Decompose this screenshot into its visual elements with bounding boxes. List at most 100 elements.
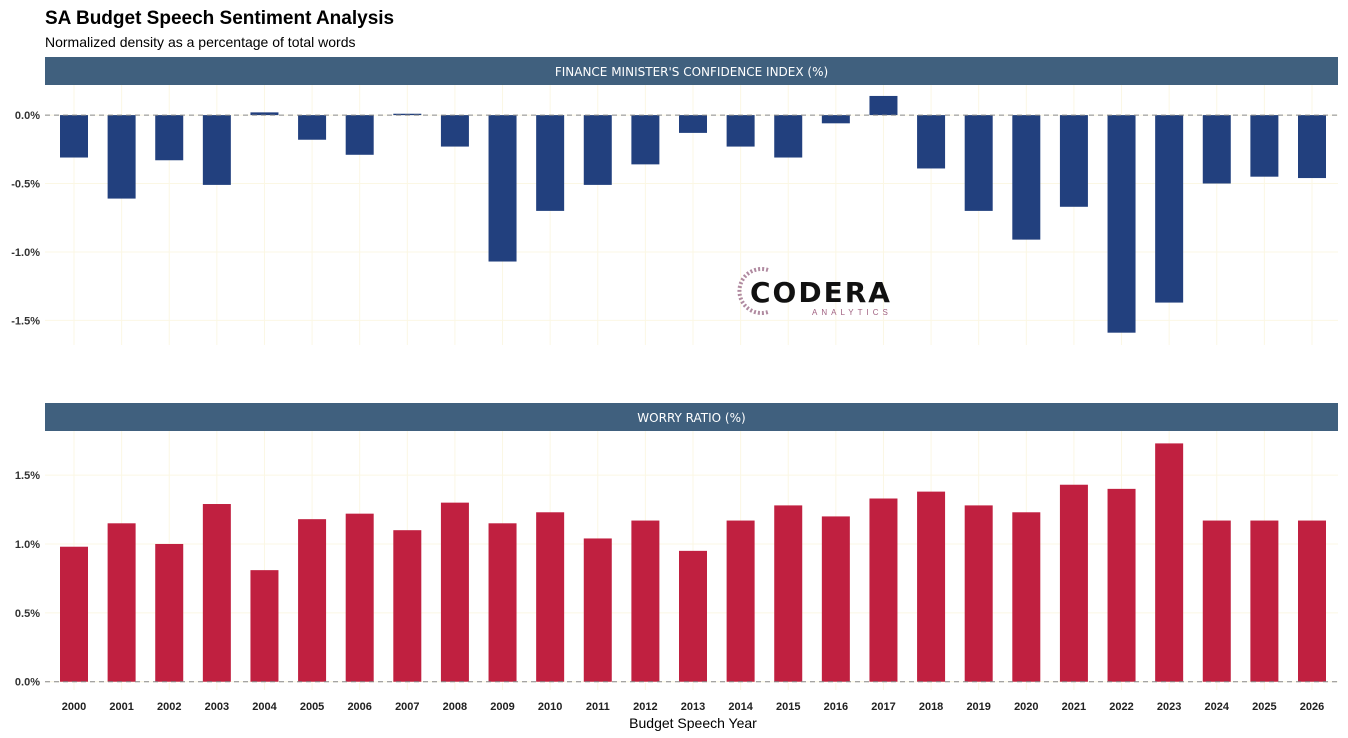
bar-2021	[1059, 115, 1088, 207]
bar-2008	[440, 115, 469, 147]
panel-strip	[45, 403, 1338, 431]
bar-2023	[1155, 115, 1184, 303]
x-tick-label: 2026	[1300, 701, 1324, 713]
bar-2023	[1155, 443, 1184, 682]
bar-2001	[107, 523, 136, 682]
panel-1: WORRY RATIO (%) 0.0% 0.5% 1.0% 1.5%	[15, 403, 1338, 690]
chart-title: SA Budget Speech Sentiment Analysis	[45, 8, 394, 29]
bar-2011	[583, 538, 612, 682]
x-tick-label: 2019	[966, 701, 990, 713]
bar-2024	[1202, 520, 1231, 682]
x-tick-label: 2013	[681, 701, 705, 713]
x-tick-label: 2025	[1252, 701, 1276, 713]
bar-2026	[1298, 115, 1326, 179]
bar-2022	[1107, 488, 1136, 682]
bar-2005	[298, 115, 327, 140]
y-tick-label: 0.0%	[15, 677, 40, 689]
bar-2026	[1298, 520, 1326, 682]
bar-2017	[869, 498, 898, 682]
x-tick-label: 2017	[871, 701, 895, 713]
x-tick-label: 2009	[490, 701, 514, 713]
x-tick-label: 2022	[1109, 701, 1133, 713]
x-tick-label: 2020	[1014, 701, 1038, 713]
x-tick-label: 2008	[443, 701, 467, 713]
bar-2021	[1059, 484, 1088, 682]
bar-2016	[821, 115, 850, 124]
codera-logo: CODERA ANALYTICS	[737, 267, 892, 317]
x-tick-label: 2014	[728, 701, 753, 713]
y-tick-label: 0.0%	[15, 110, 40, 122]
y-tick-label: -1.5%	[11, 315, 40, 327]
y-tick-label: -1.0%	[11, 247, 40, 259]
bar-2017	[869, 95, 898, 116]
y-tick-label: -0.5%	[11, 179, 40, 191]
bar-2001	[107, 115, 136, 199]
svg-text:CODERA: CODERA	[750, 276, 892, 309]
panel-0: FINANCE MINISTER'S CONFIDENCE INDEX (%) 0…	[11, 57, 1338, 345]
bar-2006	[345, 513, 374, 682]
svg-text:ANALYTICS: ANALYTICS	[812, 308, 892, 317]
bar-2022	[1107, 115, 1136, 333]
x-tick-label: 2024	[1205, 701, 1230, 713]
x-tick-label: 2000	[62, 701, 86, 713]
bar-2019	[964, 505, 993, 682]
bar-2025	[1250, 520, 1279, 682]
bar-2013	[679, 550, 707, 682]
bar-2003	[202, 504, 231, 682]
bar-2011	[583, 115, 612, 185]
y-tick-label: 0.5%	[15, 608, 40, 620]
y-tick-label: 1.0%	[15, 539, 40, 551]
x-tick-label: 2001	[109, 701, 133, 713]
bar-2005	[298, 519, 327, 682]
x-tick-label: 2016	[824, 701, 848, 713]
bar-2007	[393, 113, 422, 116]
x-tick-label: 2018	[919, 701, 943, 713]
bar-2018	[917, 115, 946, 169]
x-tick-label: 2011	[586, 701, 610, 713]
bar-2016	[821, 516, 850, 682]
bar-2006	[345, 115, 374, 155]
bar-2000	[60, 115, 88, 158]
bar-2003	[202, 115, 231, 185]
x-tick-label: 2005	[300, 701, 324, 713]
bar-2000	[60, 546, 88, 682]
x-tick-label: 2015	[776, 701, 800, 713]
bar-2025	[1250, 115, 1279, 177]
x-axis-label: Budget Speech Year	[629, 715, 757, 731]
bar-2010	[536, 512, 565, 682]
bar-2002	[155, 543, 184, 682]
panel-strip-label: WORRY RATIO (%)	[637, 411, 745, 425]
bar-2014	[726, 520, 755, 682]
bar-2013	[679, 115, 707, 133]
x-tick-label: 2007	[395, 701, 419, 713]
bar-2004	[250, 570, 279, 682]
bar-2007	[393, 530, 422, 682]
bar-2002	[155, 115, 184, 161]
panel-strip	[45, 57, 1338, 85]
x-tick-label: 2012	[633, 701, 657, 713]
bar-2024	[1202, 115, 1231, 184]
bar-2015	[774, 505, 803, 682]
bar-2019	[964, 115, 993, 211]
y-tick-label: 1.5%	[15, 470, 40, 482]
x-tick-label: 2021	[1062, 701, 1086, 713]
panel-strip-label: FINANCE MINISTER'S CONFIDENCE INDEX (%)	[555, 65, 828, 79]
chart-subtitle: Normalized density as a percentage of to…	[45, 34, 356, 50]
bar-2008	[440, 502, 469, 682]
bar-2010	[536, 115, 565, 211]
bar-2018	[917, 491, 946, 682]
x-tick-label: 2004	[252, 701, 277, 713]
x-tick-label: 2023	[1157, 701, 1181, 713]
bar-2012	[631, 520, 660, 682]
bar-2020	[1012, 115, 1041, 240]
bar-2009	[488, 115, 517, 262]
bar-2009	[488, 523, 517, 682]
bar-2020	[1012, 512, 1041, 682]
x-tick-label: 2006	[347, 701, 371, 713]
x-tick-label: 2003	[205, 701, 229, 713]
bar-2012	[631, 115, 660, 165]
x-tick-label: 2002	[157, 701, 181, 713]
logo-swirl-icon	[737, 267, 769, 315]
bar-2015	[774, 115, 803, 158]
